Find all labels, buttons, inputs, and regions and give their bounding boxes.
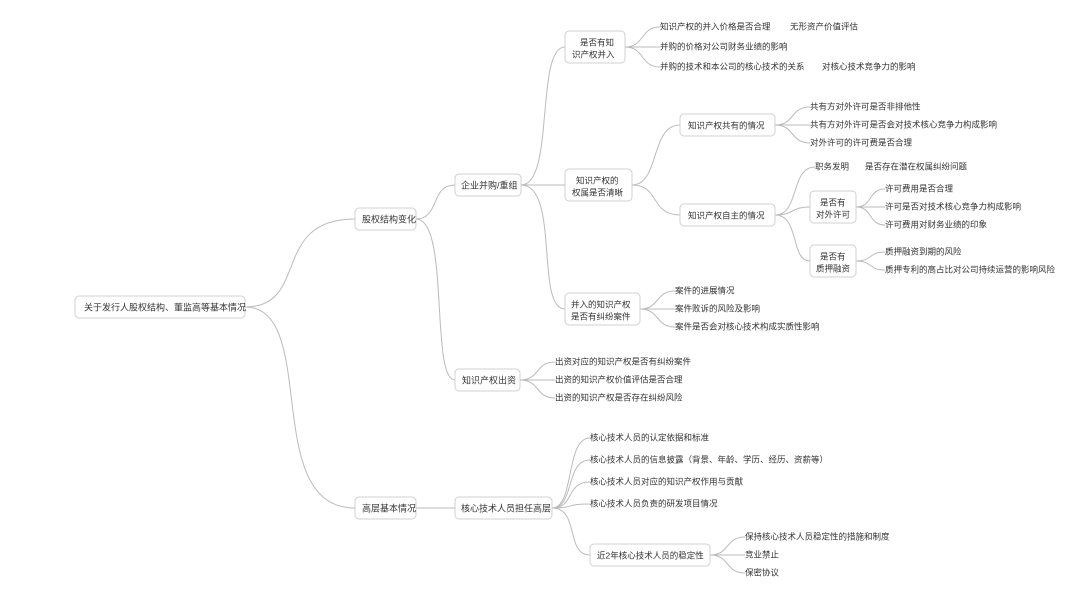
node-exec-basic[interactable]: 高层基本情况 [355,497,416,519]
node-ip-own[interactable]: 知识产权的 权属是否清晰 [565,169,632,201]
leaf-lic-3: 许可费用对财务业绩的印象 [885,219,988,229]
node-root-label: 关于发行人股权结构、董监高等基本情况 [84,301,246,312]
leaf-inv-2: 出资的知识产权价值评估是否合理 [555,374,683,384]
node-core-exec[interactable]: 核心技术人员担任高层 [455,497,552,519]
node-ip-acq[interactable]: 是否有知 识产权并入 [565,31,625,63]
mindmap-canvas: 关于发行人股权结构、董监高等基本情况 股权结构变化 高层基本情况 企业并购/重组… [0,0,1080,608]
node-pledge[interactable]: 是否有 质押融资 [810,245,856,277]
svg-text:是否有: 是否有 [820,251,846,261]
leaf-stab-2: 竞业禁止 [745,549,780,559]
svg-text:知识产权共有的情况: 知识产权共有的情况 [688,120,765,130]
leaf-stab-3: 保密协议 [745,567,780,577]
leaf-core-4: 核心技术人员负责的研发项目情况 [590,498,718,508]
leaf-pledge-1: 质押融资到期的风险 [885,246,962,256]
node-ext-lic[interactable]: 是否有 对外许可 [810,191,856,223]
leaf-acq-3b: 对核心技术竞争力的影响 [822,61,916,71]
leaf-lic-2: 许可是否对技术核心竞争力构成影响 [885,201,1021,211]
svg-text:是否有知: 是否有知 [580,37,614,47]
node-ma[interactable]: 企业并购/重组 [455,174,521,196]
leaf-acq-3a: 并购的技术和本公司的核心技术的关系 [660,61,805,71]
node-root[interactable]: 关于发行人股权结构、董监高等基本情况 [75,296,246,318]
node-ip-share[interactable]: 知识产权共有的情况 [680,114,775,136]
svg-text:是否有: 是否有 [820,197,846,207]
leaf-case-3: 案件是否会对核心技术构成实质性影响 [675,321,820,331]
leaf-case-1: 案件的进展情况 [675,285,735,295]
node-job-inv[interactable]: 职务发明 [815,161,849,171]
svg-text:是否有纠纷案件: 是否有纠纷案件 [571,311,631,321]
leaf-acq-1b: 无形资产价值评估 [790,21,859,31]
leaf-share-1: 共有方对外许可是否非排他性 [810,101,921,111]
leaf-case-2: 案件败诉的风险及影响 [675,303,760,313]
svg-text:并入的知识产权: 并入的知识产权 [571,299,631,309]
leaf-jobinv: 是否存在潜在权属纠纷问题 [865,161,968,171]
leaf-share-2: 共有方对外许可是否会对技术核心竞争力构成影响 [810,119,997,129]
leaf-inv-3: 出资的知识产权是否存在纠纷风险 [555,392,683,402]
svg-text:核心技术人员担任高层: 核心技术人员担任高层 [461,502,551,513]
svg-text:对外许可: 对外许可 [816,209,851,219]
leaf-share-3: 对外许可的许可费是否合理 [810,137,913,147]
node-stability[interactable]: 近2年核心技术人员的稳定性 [590,544,710,566]
svg-text:近2年核心技术人员的稳定性: 近2年核心技术人员的稳定性 [597,550,704,560]
svg-text:知识产权出资: 知识产权出资 [462,374,516,385]
leaf-stab-1: 保持核心技术人员稳定性的措施和制度 [745,531,890,541]
leaf-acq-2: 并购的价格对公司财务业绩的影响 [660,41,788,51]
svg-text:高层基本情况: 高层基本情况 [362,502,416,513]
node-equity-change[interactable]: 股权结构变化 [355,208,416,230]
node-ip-indep[interactable]: 知识产权自主的情况 [680,204,775,226]
svg-text:知识产权的: 知识产权的 [576,175,619,185]
leaf-core-3: 核心技术人员对应的知识产权作用与贡献 [590,476,744,486]
leaf-inv-1: 出资对应的知识产权是否有纠纷案件 [555,356,692,366]
svg-text:权属是否清晰: 权属是否清晰 [572,187,624,197]
svg-text:职务发明: 职务发明 [815,161,849,171]
node-ip-case[interactable]: 并入的知识产权 是否有纠纷案件 [565,293,640,325]
svg-text:识产权并入: 识产权并入 [572,49,615,59]
leaf-pledge-2: 质押专利的高占比对公司持续运营的影响风险 [885,264,1056,274]
leaf-core-1: 核心技术人员的认定依据和标准 [590,432,710,442]
leaf-lic-1: 许可费用是否合理 [885,183,954,193]
node-ip-invest[interactable]: 知识产权出资 [455,369,520,391]
svg-text:质押融资: 质押融资 [816,263,851,273]
svg-text:企业并购/重组: 企业并购/重组 [461,179,518,190]
svg-text:股权结构变化: 股权结构变化 [362,213,416,224]
svg-text:知识产权自主的情况: 知识产权自主的情况 [688,210,765,220]
leaf-core-2: 核心技术人员的信息披露（背景、年龄、学历、经历、资薪等） [590,454,828,464]
leaf-acq-1a: 知识产权的并入价格是否合理 [660,21,771,31]
